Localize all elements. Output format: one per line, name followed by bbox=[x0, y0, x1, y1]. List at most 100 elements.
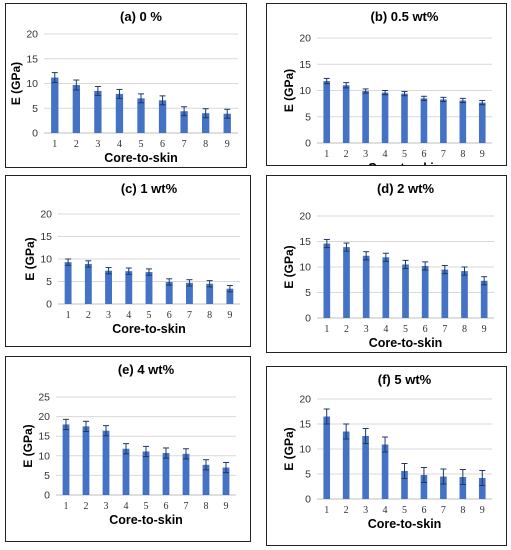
bar bbox=[94, 90, 102, 133]
x-tick-label: 8 bbox=[203, 139, 208, 150]
bar bbox=[381, 92, 389, 143]
x-tick-label: 2 bbox=[344, 149, 349, 160]
x-tick-label: 3 bbox=[364, 324, 369, 335]
chart-e: (e) 4 wt% 0 5 10 15 20 25 1 2 3 4 5 6 7 8 9 Core-to-skin… bbox=[21, 362, 236, 527]
y-tick-label: 15 bbox=[40, 231, 52, 243]
x-tick-label: 4 bbox=[124, 501, 129, 512]
y-tick-label: 5 bbox=[32, 103, 38, 115]
x-tick-label: 6 bbox=[421, 505, 426, 516]
bar bbox=[478, 102, 486, 143]
bar bbox=[102, 430, 110, 495]
y-tick-label: 20 bbox=[40, 209, 52, 221]
x-tick-label: 3 bbox=[363, 149, 368, 160]
bar bbox=[440, 99, 447, 143]
chart-c: (c) 1 wt% 0 5 10 15 20 1 2 3 4 5 6 7 8 9 Core-to-skin E … bbox=[23, 181, 240, 336]
x-tick-label: 5 bbox=[402, 149, 407, 160]
bar bbox=[441, 269, 449, 318]
y-axis-label: E (GPa) bbox=[21, 424, 35, 467]
x-axis-label: Core-to-skin bbox=[112, 322, 186, 336]
x-tick-label: 7 bbox=[187, 310, 192, 321]
bar bbox=[382, 257, 390, 318]
chart-title: (a) 0 % bbox=[120, 9, 162, 24]
bar bbox=[162, 453, 170, 495]
x-tick-label: 3 bbox=[363, 505, 368, 516]
panel-c: (c) 1 wt% 0 5 10 15 20 1 2 3 4 5 6 7 8 9 Core-to-skin E … bbox=[5, 175, 251, 347]
panel-e: (e) 4 wt% 0 5 10 15 20 25 1 2 3 4 5 6 7 8 9 Core-to-skin… bbox=[5, 356, 251, 542]
x-tick-label: 7 bbox=[184, 501, 189, 512]
bar bbox=[401, 93, 408, 143]
x-tick-label: 5 bbox=[147, 310, 152, 321]
x-tick-label: 9 bbox=[227, 310, 232, 321]
bar bbox=[62, 424, 70, 495]
x-tick-label: 1 bbox=[324, 149, 329, 160]
y-axis-label: E (GPa) bbox=[9, 62, 23, 105]
x-tick-label: 2 bbox=[74, 139, 79, 150]
bar bbox=[82, 426, 90, 495]
bar bbox=[202, 464, 210, 495]
y-tick-label: 5 bbox=[305, 111, 311, 123]
x-tick-label: 7 bbox=[441, 149, 446, 160]
bar bbox=[342, 85, 350, 143]
bar bbox=[158, 100, 167, 133]
y-tick-label: 15 bbox=[299, 236, 311, 248]
x-tick-label: 9 bbox=[480, 149, 485, 160]
bar bbox=[125, 271, 133, 304]
bar bbox=[186, 282, 193, 304]
chart-title: (b) 0.5 wt% bbox=[371, 9, 439, 24]
bar bbox=[421, 265, 429, 318]
x-tick-label: 6 bbox=[421, 149, 426, 160]
x-tick-label: 9 bbox=[225, 139, 230, 150]
x-tick-label: 8 bbox=[204, 501, 209, 512]
y-tick-label: 5 bbox=[305, 469, 311, 481]
panel-d: (d) 2 wt% 0 5 10 15 20 1 2 3 4 5 6 7 8 9 Core-to-skin E … bbox=[266, 175, 507, 353]
x-axis-label: Core-to-skin bbox=[109, 513, 183, 527]
x-tick-label: 6 bbox=[423, 324, 428, 335]
bar bbox=[223, 113, 231, 133]
x-tick-label: 8 bbox=[462, 324, 467, 335]
bar bbox=[182, 453, 190, 495]
bar bbox=[459, 477, 467, 499]
x-tick-label: 1 bbox=[52, 139, 57, 150]
x-axis-label: Core-to-skin bbox=[368, 517, 442, 531]
y-axis-label: E (GPa) bbox=[23, 237, 37, 280]
y-tick-label: 25 bbox=[38, 392, 50, 404]
x-tick-label: 5 bbox=[139, 139, 144, 150]
bar bbox=[142, 451, 150, 495]
x-tick-label: 3 bbox=[104, 501, 109, 512]
bar bbox=[420, 98, 428, 143]
bar bbox=[362, 436, 369, 499]
bar bbox=[362, 91, 369, 143]
bar bbox=[165, 281, 173, 304]
bar bbox=[420, 475, 428, 499]
chart-f: (f) 5 wt% 0 5 10 15 20 1 2 3 4 5 6 7 8 9 Core-to-skin E … bbox=[282, 372, 492, 531]
x-tick-label: 6 bbox=[160, 139, 165, 150]
y-tick-label: 20 bbox=[38, 411, 50, 423]
bar bbox=[402, 264, 409, 318]
bar bbox=[323, 81, 331, 143]
bar bbox=[343, 247, 350, 318]
bar bbox=[202, 113, 210, 133]
bar bbox=[362, 255, 370, 318]
chart-a: (a) 0 % 0 5 10 15 20 1 2 3 4 5 6 7 8 9 Core-to-skin E (G… bbox=[9, 9, 238, 165]
y-tick-label: 20 bbox=[299, 211, 311, 223]
bar bbox=[323, 416, 331, 499]
x-tick-label: 7 bbox=[182, 139, 187, 150]
y-tick-label: 5 bbox=[305, 287, 311, 299]
x-tick-label: 1 bbox=[64, 501, 69, 512]
bar bbox=[226, 288, 234, 304]
x-tick-label: 4 bbox=[117, 139, 122, 150]
x-tick-label: 4 bbox=[383, 149, 388, 160]
panel-f: (f) 5 wt% 0 5 10 15 20 1 2 3 4 5 6 7 8 9 Core-to-skin E … bbox=[266, 366, 507, 546]
bar bbox=[64, 262, 72, 304]
bar bbox=[461, 271, 468, 318]
x-tick-label: 4 bbox=[383, 505, 388, 516]
x-tick-label: 9 bbox=[482, 324, 487, 335]
bar bbox=[342, 431, 350, 499]
y-tick-label: 20 bbox=[299, 394, 311, 406]
bar bbox=[145, 272, 153, 304]
x-tick-label: 3 bbox=[106, 310, 111, 321]
x-tick-label: 1 bbox=[324, 324, 329, 335]
y-tick-label: 10 bbox=[299, 85, 311, 97]
panel-a: (a) 0 % 0 5 10 15 20 1 2 3 4 5 6 7 8 9 Core-to-skin E (G… bbox=[5, 3, 247, 168]
x-tick-label: 2 bbox=[344, 324, 349, 335]
